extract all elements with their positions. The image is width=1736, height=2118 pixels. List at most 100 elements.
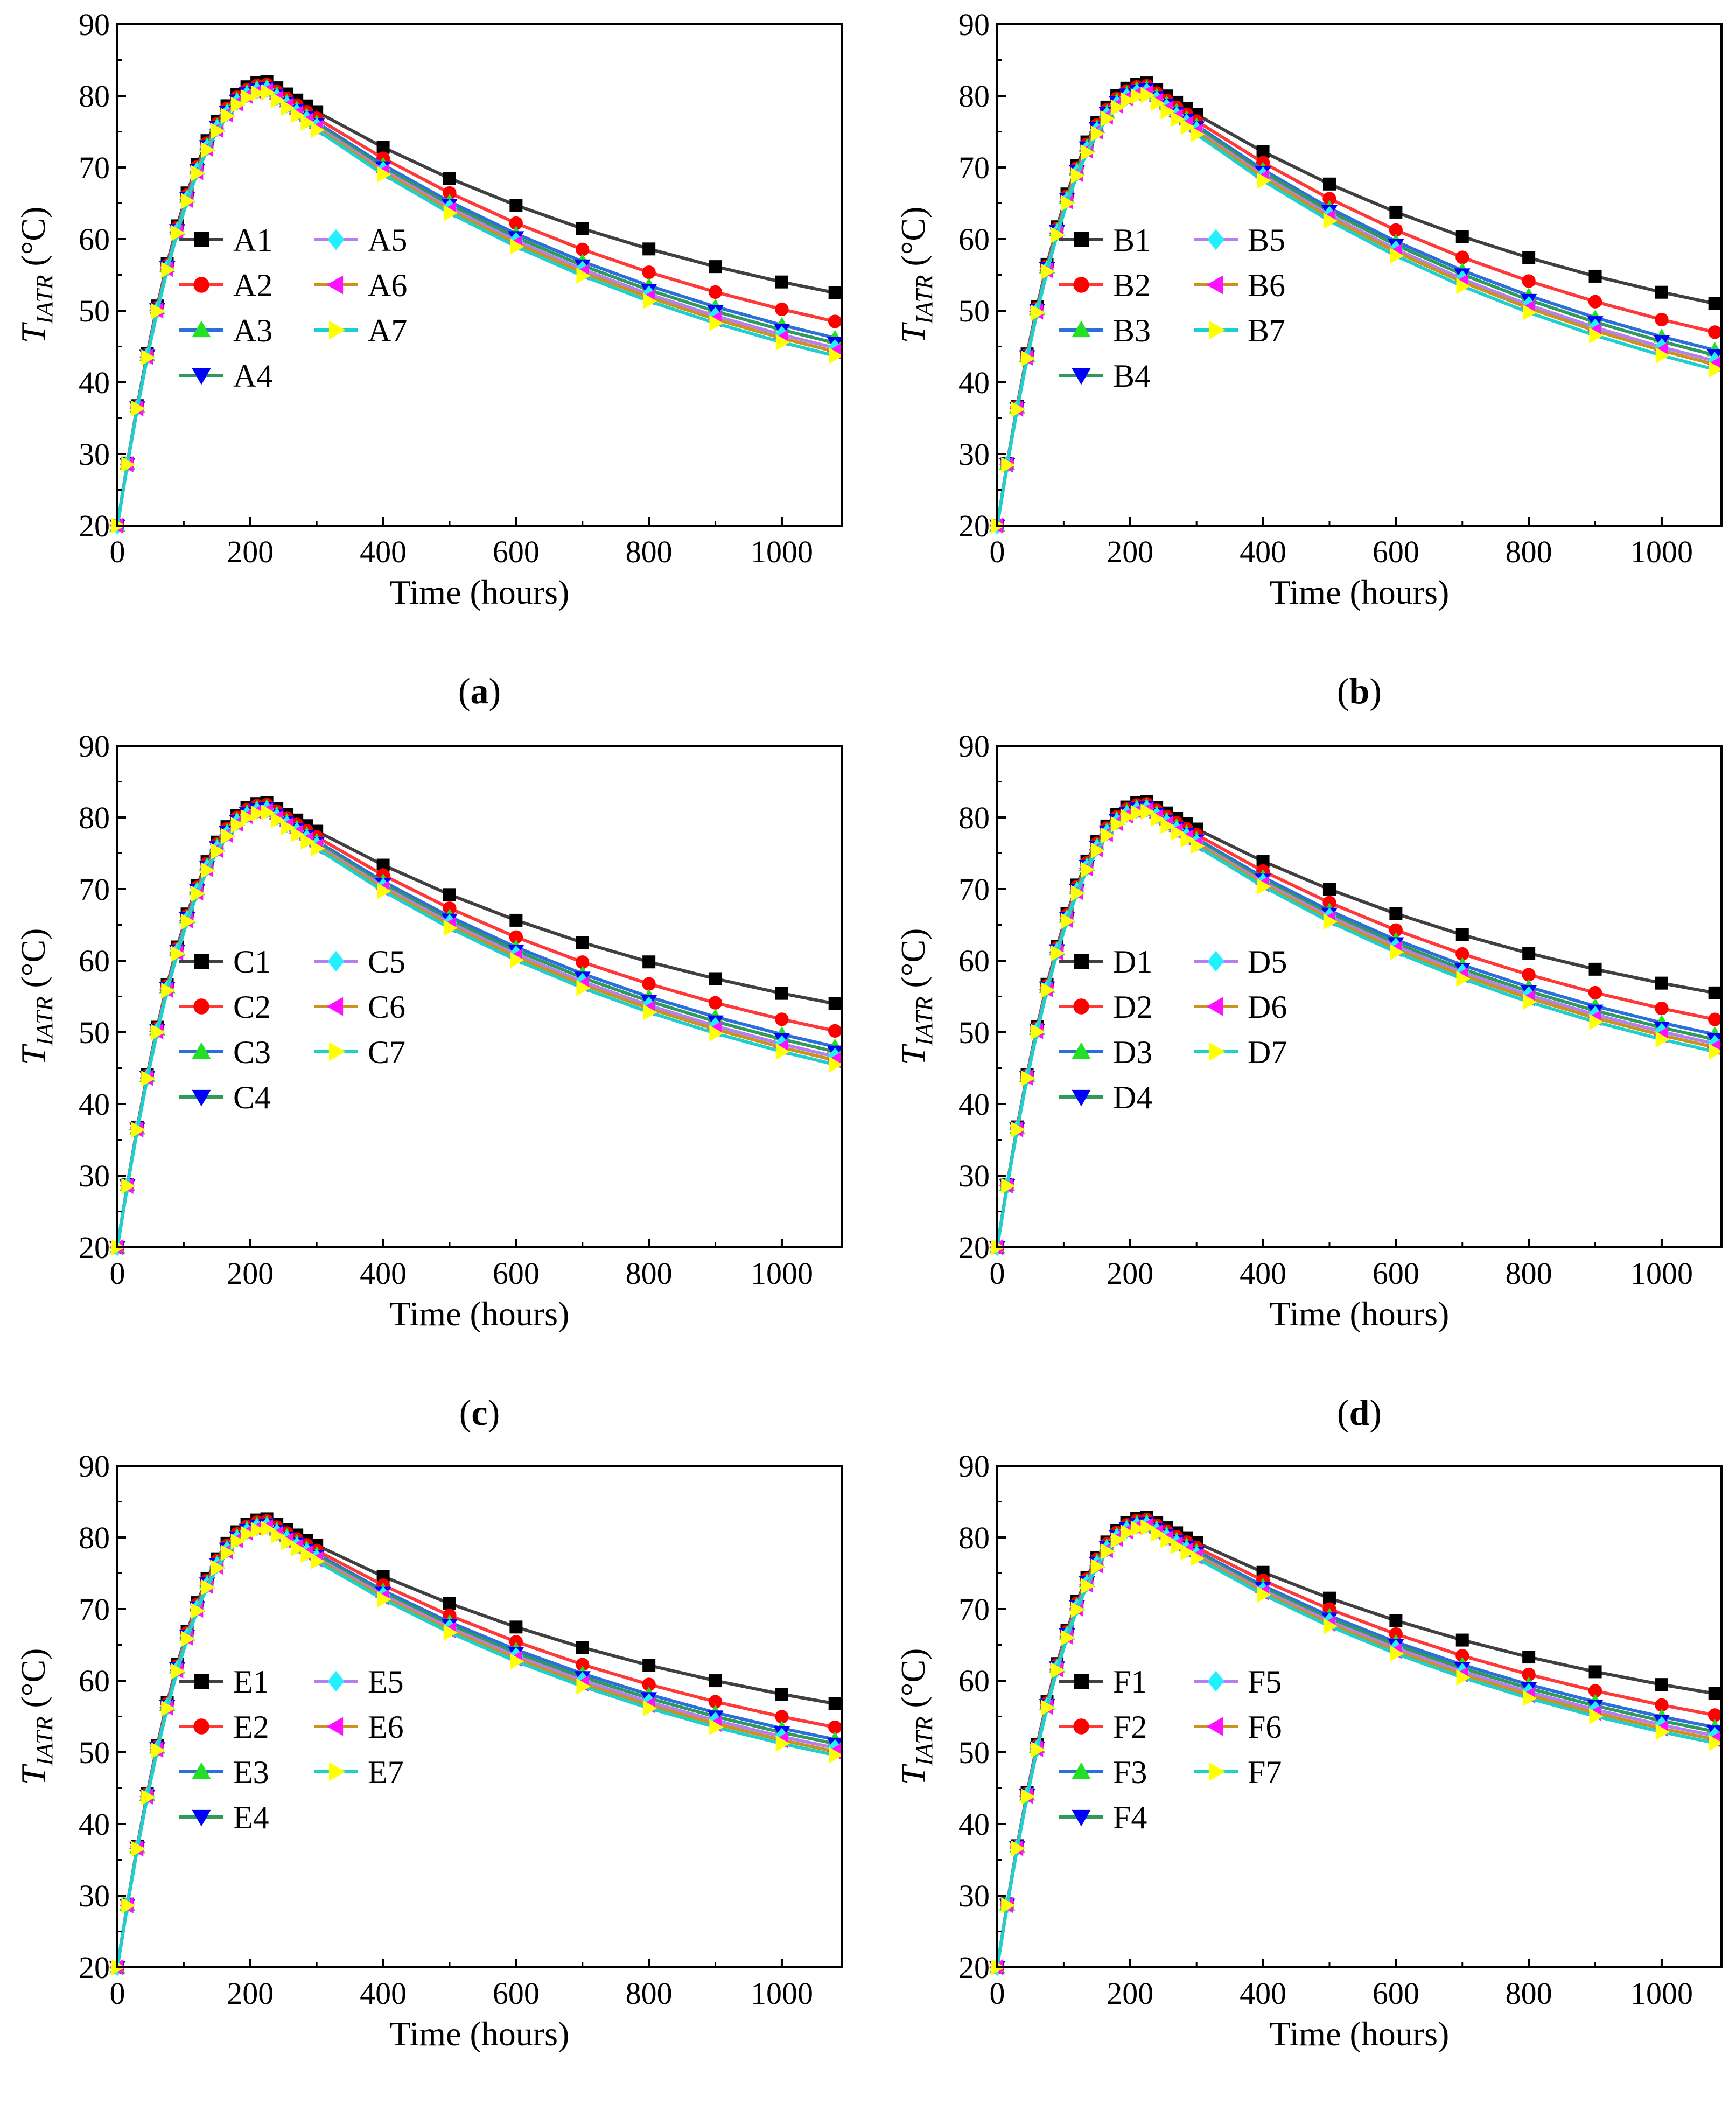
- legend-marker: [1207, 1670, 1224, 1692]
- data-point-B7-105: [1061, 195, 1075, 212]
- x-tick-label: 200: [227, 534, 274, 569]
- data-point-C7-105: [181, 913, 195, 930]
- panel-caption-letter: c: [471, 1392, 487, 1433]
- y-axis-label-main: T: [14, 1043, 52, 1065]
- legend-item-E2: E2: [179, 1709, 269, 1745]
- legend-item-E4: E4: [179, 1800, 269, 1835]
- legend-label: C5: [368, 944, 405, 980]
- legend-item-C6: C6: [314, 989, 405, 1025]
- legend-label: F6: [1248, 1709, 1282, 1745]
- y-axis-label-main: T: [14, 1763, 52, 1785]
- legend-item-D1: D1: [1059, 944, 1152, 980]
- x-tick-label: 600: [493, 534, 540, 569]
- legend: B1 B2 B3 B4 B5 B6 B7: [1059, 222, 1285, 394]
- series-F1: [991, 1511, 1721, 1974]
- data-point-A7-800: [642, 293, 657, 310]
- data-point-C7-60: [151, 1024, 166, 1040]
- y-tick-label: 50: [958, 293, 990, 328]
- data-point-C7-165: [221, 828, 235, 844]
- data-point-D7-120: [1070, 885, 1086, 901]
- data-point-B7-500: [1323, 213, 1338, 229]
- data-point-C7-600: [510, 952, 524, 968]
- data-point-A2-800: [642, 265, 656, 279]
- data-point-B7-900: [1589, 327, 1604, 344]
- legend-label: A3: [233, 313, 272, 348]
- y-tick-label: 40: [79, 365, 110, 400]
- legend-marker: [1206, 997, 1223, 1016]
- data-point-A7-1080: [829, 347, 843, 364]
- data-point-D2-1000: [1655, 1001, 1669, 1016]
- series-line-A6: [116, 89, 836, 526]
- data-point-B7-285: [1180, 118, 1195, 135]
- data-point-E7-45: [141, 1789, 156, 1806]
- legend-item-E3: E3: [179, 1754, 269, 1790]
- y-tick-label: 20: [958, 1230, 990, 1265]
- data-point-D7-195: [1121, 808, 1135, 825]
- data-point-D1-500: [1322, 883, 1336, 896]
- data-point-C7-15: [121, 1178, 136, 1194]
- y-axis-label-subscript: IATR: [911, 1716, 937, 1766]
- data-point-E7-1000: [775, 1735, 790, 1752]
- x-tick-label: 1000: [1630, 1976, 1693, 2011]
- series-line-C3: [116, 805, 836, 1248]
- data-point-B7-45: [1021, 350, 1035, 367]
- data-point-A7-400: [377, 166, 391, 183]
- x-axis-label: Time (hours): [390, 573, 570, 611]
- x-tick-label: 800: [626, 1256, 673, 1291]
- legend-item-F3: F3: [1059, 1754, 1147, 1790]
- y-tick-label: 50: [958, 1015, 990, 1050]
- panel-caption-open: (: [459, 1392, 472, 1433]
- legend-item-F6: F6: [1194, 1709, 1282, 1745]
- chart-panel-e: 0 200 400 600 800 1000 20 30 40 50 60 70 80 90 Time (h…: [14, 1449, 843, 2118]
- series-A3: [109, 78, 843, 532]
- x-tick-label: 600: [493, 1976, 540, 2011]
- panel-caption-letter: e: [471, 2112, 487, 2118]
- data-point-D7-255: [1160, 817, 1175, 834]
- data-point-F7-1000: [1655, 1724, 1670, 1740]
- legend: F1 F2 F3 F4 F5 F6 F7: [1059, 1664, 1282, 1835]
- data-point-D7-1000: [1655, 1031, 1670, 1048]
- data-point-C1-700: [576, 936, 589, 949]
- y-axis-label-unit: (°C): [894, 928, 932, 997]
- series-line-D6: [996, 808, 1716, 1248]
- x-tick-label: 800: [1506, 1256, 1552, 1291]
- legend-marker: [192, 320, 211, 338]
- y-tick-label: 50: [958, 1735, 990, 1770]
- legend-marker: [1206, 1717, 1223, 1736]
- legend-label: C1: [233, 944, 271, 980]
- legend-label: A6: [368, 268, 407, 303]
- panel-caption: (a): [458, 670, 501, 711]
- series-B7: [991, 87, 1723, 534]
- legend-marker: [1072, 1089, 1091, 1107]
- data-point-D2-800: [1522, 968, 1536, 982]
- series-C7: [111, 804, 843, 1255]
- data-point-F7-240: [1150, 1526, 1165, 1542]
- data-point-B7-90: [1051, 227, 1066, 243]
- legend-label: E5: [368, 1664, 404, 1700]
- y-tick-label: 30: [958, 1878, 990, 1913]
- data-point-E7-210: [250, 1522, 265, 1539]
- data-point-B1-700: [1455, 230, 1469, 243]
- data-point-A2-1000: [775, 302, 789, 317]
- legend-label: E7: [368, 1754, 404, 1790]
- series-A5: [110, 80, 843, 535]
- legend-item-D6: D6: [1194, 989, 1287, 1025]
- legend-item-F1: F1: [1059, 1664, 1147, 1700]
- series-line-F1: [996, 1515, 1716, 1968]
- series-line-E6: [116, 1526, 836, 1968]
- data-point-C2-800: [642, 977, 656, 991]
- y-tick-label: 70: [79, 1592, 110, 1627]
- data-point-C2-900: [708, 996, 723, 1010]
- data-point-A7-120: [191, 165, 206, 181]
- legend-item-A5: A5: [314, 222, 407, 258]
- legend-marker: [192, 1042, 211, 1059]
- legend-label: F3: [1113, 1754, 1147, 1790]
- y-tick-label: 60: [79, 943, 110, 978]
- series-line-B4: [996, 88, 1716, 526]
- legend-marker: [1074, 232, 1089, 247]
- data-point-D7-400: [1257, 878, 1271, 895]
- data-point-B7-800: [1522, 304, 1537, 321]
- data-point-E7-900: [709, 1719, 724, 1736]
- y-axis-label-unit: (°C): [894, 1648, 932, 1717]
- series-B1: [991, 76, 1721, 532]
